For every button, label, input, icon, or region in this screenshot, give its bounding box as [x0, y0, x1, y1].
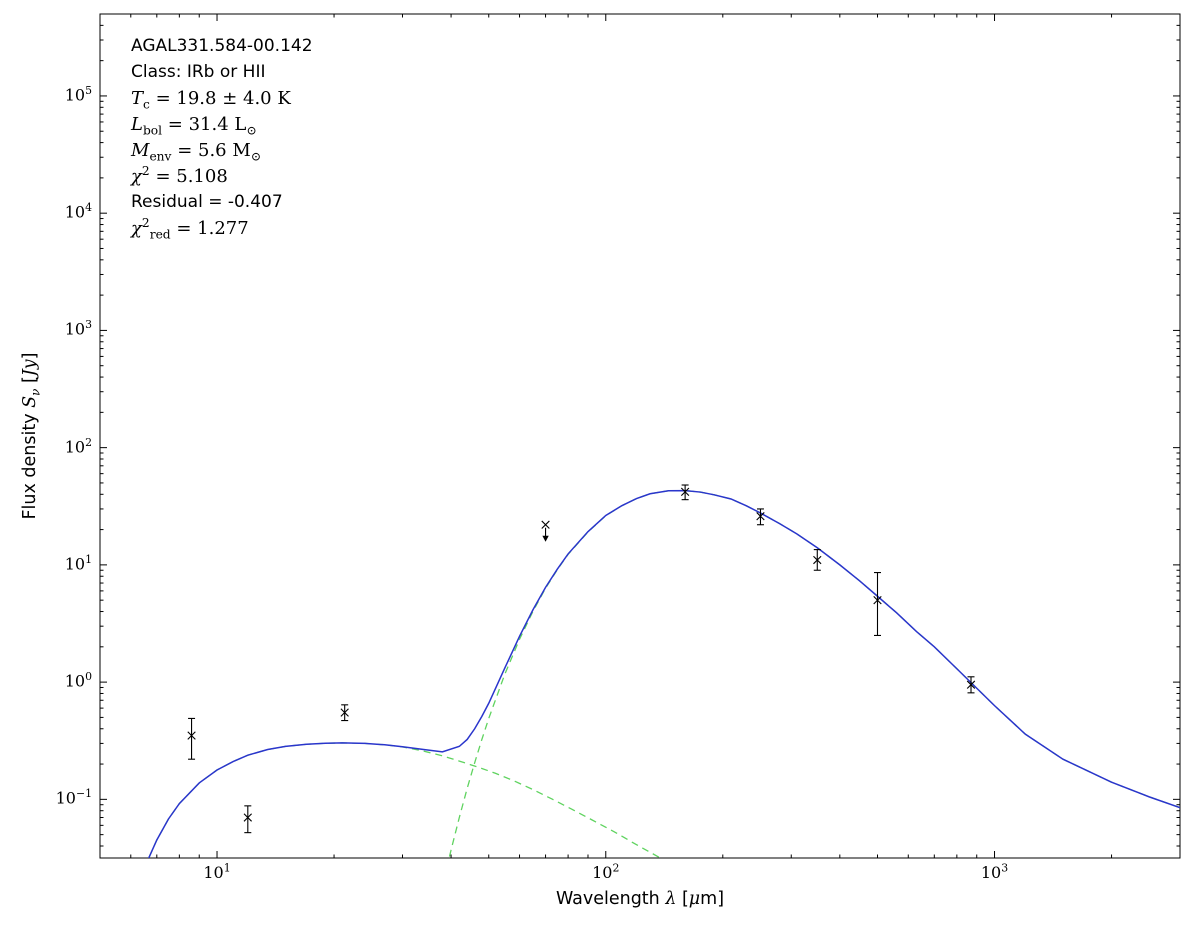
- annotation-line: χ2red = 1.277: [131, 216, 249, 242]
- y-tick-label: 105: [64, 84, 92, 105]
- data-point: [187, 717, 196, 760]
- fit-parameters-annotation: AGAL331.584-00.142 Class: IRb or HII Tc = …: [131, 36, 313, 244]
- annotation-line: Tc = 19.8 ± 4.0 K: [131, 88, 291, 112]
- y-tick-label: 102: [64, 435, 92, 457]
- annotation-line: Class: IRb or HII: [131, 62, 266, 82]
- y-tick-label: 101: [64, 553, 92, 574]
- annotation-line: AGAL331.584-00.142: [131, 36, 313, 56]
- x-tick-label: 103: [980, 861, 1009, 882]
- y-axis-label: Flux density Sν [Jy]: [20, 352, 43, 520]
- cold-component-curve: [448, 489, 1180, 858]
- y-tick-label: 104: [64, 201, 92, 222]
- y-tick-label: 100: [64, 670, 92, 691]
- axes-frame: [99, 13, 1181, 859]
- tick-marks: [100, 14, 1180, 858]
- x-tick-label: 102: [592, 861, 620, 882]
- data-point-upper-limit: [541, 520, 550, 542]
- y-tick-label: 10−1: [55, 787, 92, 808]
- x-tick-label: 101: [203, 861, 231, 882]
- data-point: [966, 676, 976, 694]
- data-point: [873, 572, 882, 637]
- annotation-line: Lbol = 31.4 L⊙: [131, 114, 257, 138]
- y-tick-label: 103: [64, 318, 92, 339]
- total-model-curve: [147, 489, 1180, 858]
- data-point: [680, 484, 690, 501]
- data-point: [340, 704, 349, 722]
- warm-component-curve: [148, 742, 662, 858]
- data-point: [243, 805, 252, 834]
- data-points: [187, 484, 976, 834]
- x-axis-label: Wavelength λ [μm]: [555, 889, 725, 909]
- annotation-line: Residual = -0.407: [131, 192, 283, 212]
- data-point: [813, 549, 822, 571]
- annotation-line: χ2 = 5.108: [131, 164, 228, 187]
- annotation-line: Menv = 5.6 M⊙: [131, 140, 262, 164]
- data-point: [756, 508, 765, 526]
